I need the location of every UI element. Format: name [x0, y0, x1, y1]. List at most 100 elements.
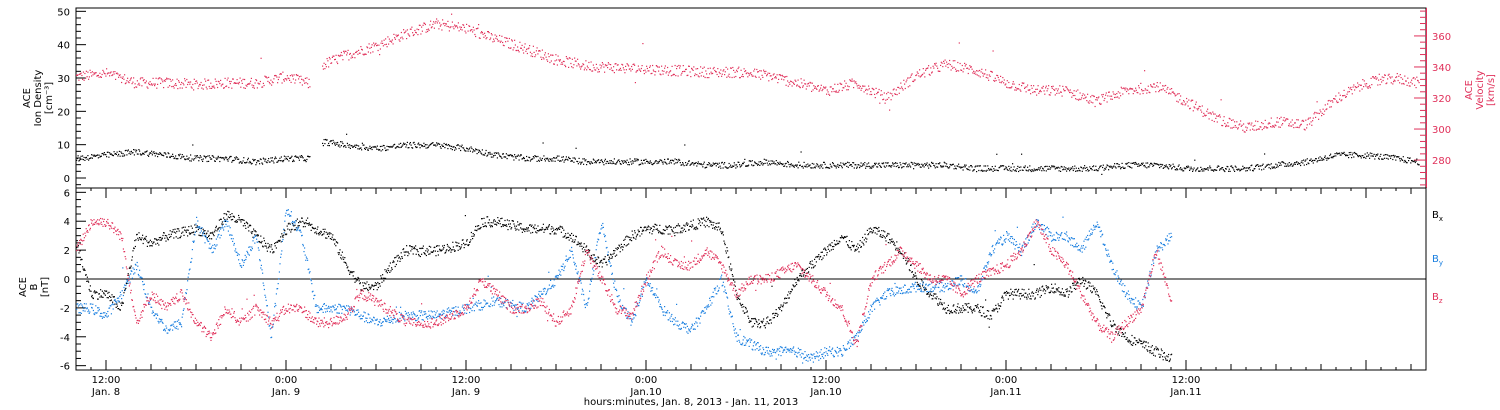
data-point — [1082, 93, 1084, 95]
data-point — [378, 44, 380, 46]
data-point — [179, 237, 181, 239]
data-point — [632, 63, 634, 66]
data-point — [216, 230, 218, 232]
data-point — [1294, 122, 1296, 124]
data-point — [1167, 86, 1169, 89]
data-point — [76, 157, 78, 160]
data-point — [726, 167, 728, 169]
data-point — [1283, 162, 1285, 164]
data-point — [634, 232, 636, 234]
data-point — [144, 237, 146, 239]
data-point — [886, 162, 888, 164]
data-point — [265, 242, 267, 244]
data-point — [449, 247, 451, 249]
data-point — [928, 73, 930, 75]
data-point — [937, 166, 939, 168]
data-point — [813, 163, 815, 165]
data-point — [1389, 155, 1391, 157]
data-point — [891, 165, 893, 167]
data-point — [1228, 168, 1230, 170]
data-point — [1036, 169, 1038, 171]
data-point — [583, 243, 585, 245]
data-point — [509, 154, 511, 156]
data-point — [101, 153, 103, 155]
data-point — [330, 233, 332, 235]
data-point — [415, 146, 417, 149]
data-point — [268, 161, 270, 163]
data-point — [196, 230, 198, 232]
data-point — [1027, 166, 1029, 168]
data-point — [782, 75, 784, 78]
data-point — [677, 232, 679, 234]
data-point — [1092, 166, 1094, 168]
data-point — [578, 64, 580, 66]
data-point — [421, 253, 423, 255]
data-point — [906, 79, 908, 81]
data-point — [871, 87, 873, 89]
data-point — [961, 166, 963, 168]
data-point — [1057, 90, 1059, 92]
data-point — [1034, 91, 1036, 93]
data-point — [1193, 106, 1195, 108]
data-point — [821, 164, 823, 166]
data-point — [518, 229, 520, 231]
data-point — [685, 223, 687, 225]
data-point — [120, 76, 122, 78]
data-point — [488, 222, 490, 224]
data-point — [401, 36, 403, 38]
data-point — [626, 63, 628, 65]
data-point — [1360, 155, 1362, 157]
data-point — [728, 266, 730, 268]
data-point — [154, 238, 156, 240]
data-point — [553, 157, 555, 159]
data-point — [92, 297, 94, 299]
data-point — [233, 215, 235, 217]
data-point — [392, 260, 394, 262]
data-point — [1279, 164, 1281, 166]
data-point — [702, 67, 704, 69]
data-point — [913, 80, 915, 83]
data-point — [412, 253, 414, 255]
data-point — [174, 157, 176, 159]
data-point — [656, 162, 658, 165]
data-point — [1027, 84, 1029, 86]
data-point — [585, 159, 587, 161]
data-point — [267, 160, 269, 162]
data-point — [601, 266, 603, 268]
data-point — [244, 78, 246, 81]
data-point — [1069, 170, 1071, 172]
series-Bx — [76, 210, 1173, 363]
data-point — [88, 159, 90, 161]
data-point — [251, 84, 253, 86]
data-point — [253, 228, 255, 230]
data-point — [620, 247, 622, 249]
data-point — [1036, 168, 1038, 171]
data-point — [407, 33, 409, 35]
data-point — [131, 152, 133, 154]
data-point — [601, 65, 603, 67]
data-point — [1156, 82, 1158, 84]
data-point — [439, 22, 441, 24]
data-point — [1285, 163, 1287, 165]
data-point — [1081, 170, 1083, 172]
data-point — [404, 143, 406, 145]
data-point — [656, 228, 658, 230]
data-point — [637, 233, 639, 235]
data-point — [1396, 156, 1398, 158]
data-point — [95, 291, 97, 293]
data-point — [712, 227, 714, 229]
data-point — [747, 165, 749, 167]
data-point — [548, 225, 550, 227]
data-point — [110, 71, 112, 73]
data-point — [1417, 163, 1419, 165]
data-point — [533, 51, 535, 53]
data-point — [297, 156, 299, 158]
data-point — [574, 239, 576, 241]
data-point — [175, 155, 177, 157]
data-point — [80, 155, 82, 157]
data-point — [908, 163, 910, 165]
data-point — [741, 306, 743, 308]
data-point — [930, 165, 932, 168]
data-point — [417, 143, 419, 145]
data-point — [945, 165, 947, 167]
